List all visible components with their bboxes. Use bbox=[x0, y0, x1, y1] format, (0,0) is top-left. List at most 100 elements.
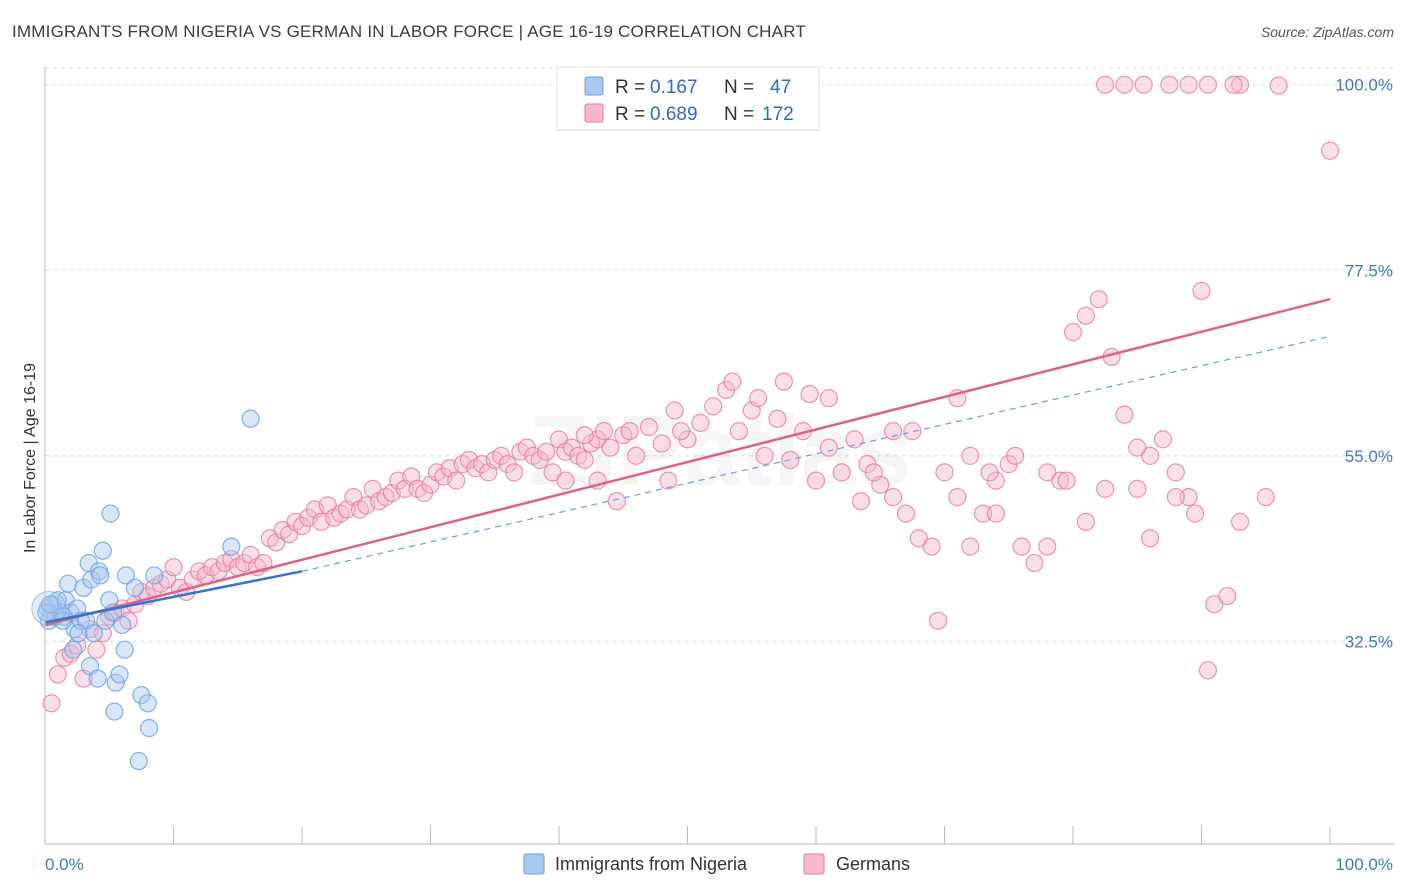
data-point-germans bbox=[851, 492, 871, 511]
data-point-germans bbox=[800, 384, 819, 404]
data-point-germans bbox=[1166, 488, 1185, 507]
legend-r-label-2: R = bbox=[615, 104, 645, 125]
axes: 32.5% 55.0% 77.5% 100.0% 0.0% 100.0% bbox=[44, 67, 1395, 874]
data-point-germans bbox=[973, 504, 993, 523]
legend-n-label-2: N = bbox=[724, 104, 754, 125]
data-point-nigeria bbox=[88, 669, 107, 688]
data-point-germans bbox=[806, 471, 826, 490]
data-point-nigeria bbox=[110, 665, 129, 684]
data-point-germans bbox=[1179, 488, 1198, 507]
data-point-germans bbox=[1179, 75, 1198, 94]
data-point-germans bbox=[42, 694, 61, 713]
data-point-germans bbox=[883, 422, 903, 441]
data-point-germans bbox=[601, 438, 620, 457]
legend-r-value-2: 0.689 bbox=[650, 104, 698, 125]
data-point-germans bbox=[1063, 323, 1083, 342]
legend: R = 0.167 N = 47 R = 0.689 N = 172 bbox=[556, 66, 820, 131]
bottom-legend-swatch-germans bbox=[803, 853, 825, 875]
y-tick-label: 32.5% bbox=[1345, 632, 1393, 651]
scatter-points bbox=[31, 75, 1340, 771]
data-point-nigeria bbox=[84, 624, 103, 643]
data-point-germans bbox=[1076, 512, 1095, 531]
data-point-germans bbox=[1198, 75, 1218, 94]
data-point-germans bbox=[1218, 586, 1237, 606]
data-point-germans bbox=[607, 492, 626, 511]
data-point-nigeria bbox=[145, 566, 164, 585]
data-point-germans bbox=[935, 463, 954, 482]
data-point-germans bbox=[909, 529, 928, 548]
data-point-germans bbox=[729, 422, 749, 441]
data-point-germans bbox=[1134, 75, 1153, 94]
y-axis-label: In Labor Force | Age 16-19 bbox=[22, 363, 39, 553]
legend-n-label-1: N = bbox=[724, 77, 754, 98]
data-point-germans bbox=[768, 409, 787, 428]
data-point-germans bbox=[1025, 553, 1044, 573]
data-point-germans bbox=[819, 438, 838, 457]
legend-swatch-germans bbox=[584, 103, 604, 123]
data-point-germans bbox=[556, 471, 575, 490]
data-point-germans bbox=[1224, 75, 1243, 94]
data-point-nigeria bbox=[64, 640, 83, 659]
trend-line-nigeria bbox=[44, 570, 303, 624]
data-point-germans bbox=[723, 372, 742, 391]
chart-title: IMMIGRANTS FROM NIGERIA VS GERMAN IN LAB… bbox=[12, 22, 806, 41]
data-point-germans bbox=[1230, 512, 1250, 531]
data-point-germans bbox=[665, 401, 684, 420]
data-point-germans bbox=[903, 422, 922, 441]
data-point-nigeria bbox=[69, 624, 88, 643]
data-point-nigeria bbox=[93, 541, 112, 560]
data-point-germans bbox=[1051, 471, 1070, 490]
data-point-germans bbox=[1140, 529, 1160, 548]
data-point-germans bbox=[845, 430, 864, 449]
data-point-nigeria bbox=[241, 409, 260, 428]
data-point-nigeria bbox=[116, 566, 136, 585]
data-point-germans bbox=[1128, 438, 1147, 457]
bottom-legend-label-germans: Germans bbox=[836, 854, 910, 874]
data-point-germans bbox=[671, 422, 691, 441]
data-point-germans bbox=[1140, 446, 1160, 465]
trend-lines bbox=[44, 297, 1331, 627]
data-point-germans bbox=[986, 504, 1006, 523]
data-point-germans bbox=[1012, 537, 1031, 556]
data-point-germans bbox=[832, 463, 851, 482]
data-point-nigeria bbox=[101, 504, 120, 523]
data-point-germans bbox=[575, 450, 594, 470]
data-point-germans bbox=[1153, 430, 1173, 449]
data-point-germans bbox=[1198, 661, 1218, 680]
data-point-germans bbox=[896, 504, 916, 523]
data-point-nigeria bbox=[91, 566, 110, 585]
data-point-germans bbox=[774, 372, 793, 391]
data-point-germans bbox=[948, 488, 967, 507]
data-point-germans bbox=[1185, 504, 1205, 523]
data-point-germans bbox=[1320, 141, 1340, 160]
x-tick-label: 0.0% bbox=[45, 855, 84, 874]
legend-swatch-nigeria bbox=[584, 76, 604, 96]
data-point-nigeria bbox=[112, 615, 132, 635]
data-point-germans bbox=[1160, 75, 1179, 94]
data-point-germans bbox=[980, 463, 999, 482]
data-point-nigeria bbox=[138, 694, 157, 713]
data-point-germans bbox=[961, 446, 980, 465]
data-point-germans bbox=[961, 537, 980, 556]
data-point-germans bbox=[883, 488, 903, 507]
data-point-germans bbox=[1096, 75, 1115, 94]
data-point-germans bbox=[626, 446, 646, 465]
y-tick-label: 55.0% bbox=[1345, 447, 1393, 466]
data-point-germans bbox=[1076, 306, 1095, 325]
data-point-germans bbox=[537, 442, 556, 461]
data-point-nigeria bbox=[139, 718, 159, 738]
data-point-germans bbox=[48, 665, 67, 684]
data-point-germans bbox=[1096, 479, 1115, 498]
data-point-germans bbox=[1038, 463, 1057, 482]
y-tick-label: 77.5% bbox=[1345, 261, 1393, 280]
data-point-germans bbox=[620, 422, 639, 441]
data-point-nigeria bbox=[105, 702, 124, 721]
data-point-germans bbox=[652, 434, 671, 453]
data-point-nigeria bbox=[125, 578, 145, 597]
data-point-germans bbox=[1115, 75, 1134, 94]
bottom-legend-swatch-nigeria bbox=[523, 853, 545, 875]
legend-n-value-2: 172 bbox=[762, 104, 794, 125]
data-point-germans bbox=[1256, 488, 1275, 507]
legend-n-value-1: 47 bbox=[770, 77, 791, 98]
